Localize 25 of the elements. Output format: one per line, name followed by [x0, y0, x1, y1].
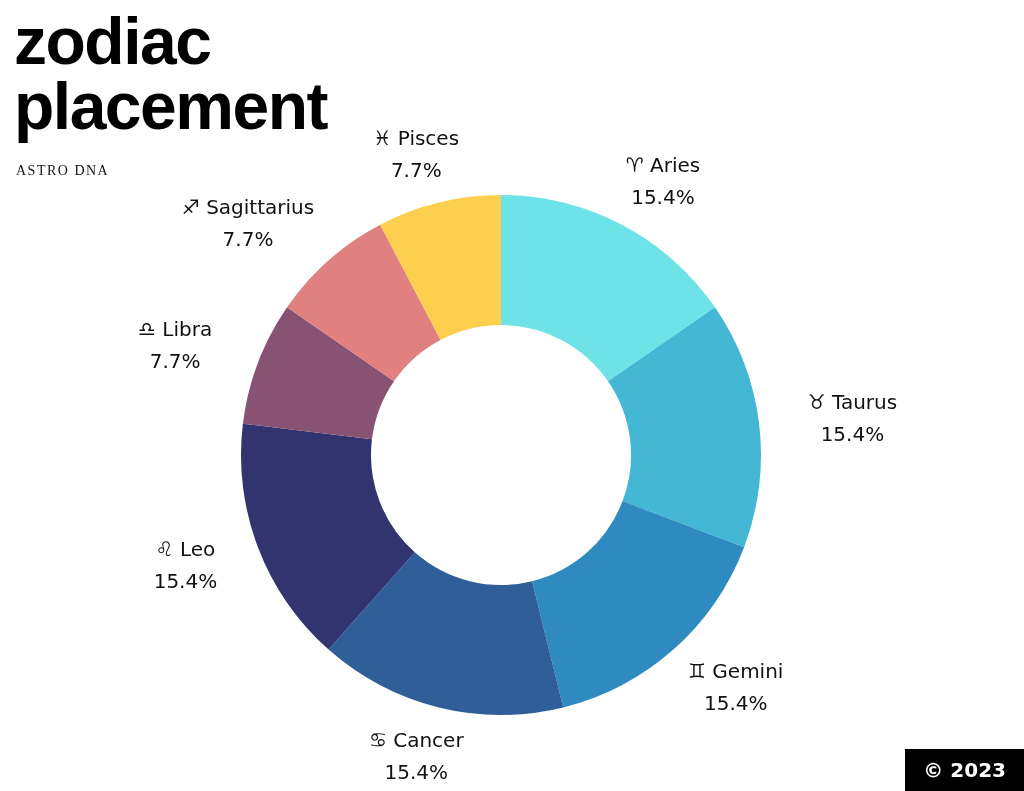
slice-label: ♊ Gemini: [688, 659, 784, 684]
data-label: 7.7%: [149, 349, 201, 374]
slice-label: ♌ Leo: [155, 536, 216, 561]
data-label: 15.4%: [820, 421, 885, 446]
text: ASTRO DNA: [16, 163, 110, 179]
chart-title: zodiac placement: [14, 4, 329, 143]
data-label: 15.4%: [703, 691, 768, 716]
slice-label: ♎ Libra: [138, 317, 213, 342]
slice-label: ♋ Cancer: [368, 727, 465, 752]
donut-slice: [328, 552, 564, 715]
data-label: 7.7%: [390, 158, 442, 183]
donut-slice: [242, 307, 395, 440]
slice-label: ♐ Sagittarius: [181, 194, 315, 219]
slice-label: ♓ Pisces: [373, 126, 460, 151]
slice-label: ♉ Taurus: [807, 389, 898, 414]
slice-label: ♈ Aries: [625, 152, 701, 177]
donut-slice: [380, 195, 501, 340]
donut-slice: [241, 423, 415, 650]
data-label: 7.7%: [222, 226, 274, 251]
text: © 2023: [923, 758, 1006, 782]
donut-slice: [287, 224, 441, 382]
data-label: 15.4%: [631, 184, 695, 209]
data-label: 15.4%: [153, 568, 218, 593]
data-label: 15.4%: [384, 759, 449, 784]
donut-slice: [607, 307, 761, 548]
